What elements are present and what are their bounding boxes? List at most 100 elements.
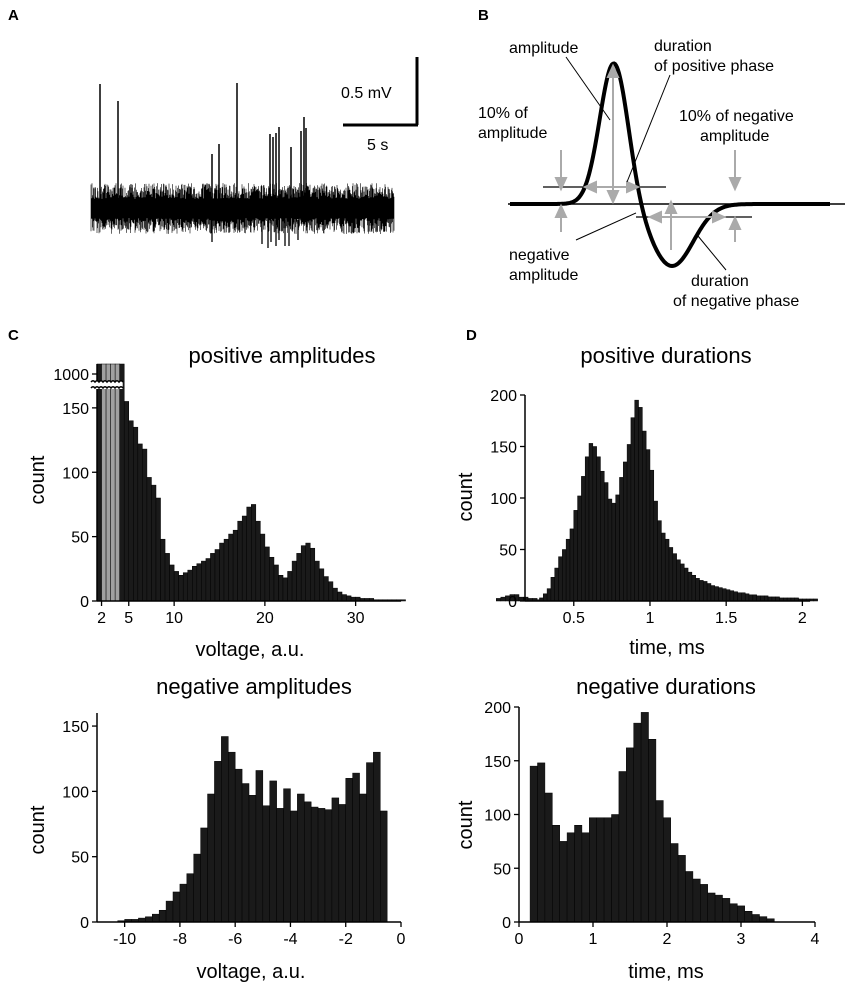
- histogram-bar: [338, 804, 346, 923]
- histogram-bar: [655, 800, 664, 923]
- histogram-bar: [607, 498, 613, 602]
- histogram-bar: [552, 825, 560, 923]
- x-axis-label: voltage, a.u.: [196, 639, 305, 661]
- histogram-bar: [725, 589, 731, 602]
- scale-label-mv: 0.5 mV: [341, 85, 392, 102]
- panel-letter-a: A: [8, 7, 19, 24]
- y-tick-label: 200: [490, 388, 517, 405]
- label-duration-positive-1: duration: [654, 38, 712, 55]
- histogram-bar: [657, 520, 662, 602]
- histogram-bar: [142, 448, 148, 602]
- histogram-bar: [562, 549, 567, 602]
- histogram-bar: [664, 538, 670, 602]
- y-tick-label: 0: [80, 594, 89, 611]
- x-tick-label: -4: [283, 931, 297, 948]
- histogram-bar: [201, 560, 207, 602]
- histogram-bar: [581, 476, 586, 602]
- histogram-bar: [172, 891, 181, 923]
- chart-positive-durations: positive durations time, ms count 0.5 1 1.…: [455, 343, 818, 659]
- histogram-bar: [178, 575, 184, 602]
- histogram-bar: [205, 558, 211, 602]
- histogram-bar: [577, 495, 582, 602]
- histogram-bar: [718, 587, 723, 602]
- histogram-bar: [809, 598, 815, 602]
- histogram-bar: [182, 572, 189, 602]
- label-ten-amp-1: 10% of: [478, 105, 528, 122]
- histogram-bar: [196, 563, 202, 602]
- histogram-bar: [269, 556, 275, 602]
- histogram-bar: [729, 903, 738, 923]
- panel-letter-d: D: [466, 327, 477, 344]
- histogram-bar: [672, 553, 677, 602]
- histogram-bar: [228, 533, 234, 602]
- raw-trace: [90, 83, 395, 248]
- histogram-bar: [186, 873, 194, 923]
- histogram-bar: [331, 797, 340, 923]
- x-tick-label: -2: [339, 931, 353, 948]
- histogram-bar: [291, 560, 297, 602]
- histogram-bar: [251, 504, 257, 602]
- histogram-bar: [619, 477, 624, 602]
- histogram-bar: [323, 576, 329, 602]
- histogram-bar: [670, 843, 679, 923]
- histogram-bar: [317, 808, 326, 923]
- histogram-bar: [287, 571, 293, 602]
- histogram-bar: [173, 571, 179, 602]
- histogram-bar: [707, 892, 716, 923]
- histogram-bar: [640, 712, 649, 923]
- waveform-diagram: amplitude duration of positive phase 10%…: [478, 38, 845, 310]
- histogram-bar: [337, 591, 343, 602]
- histogram-bar: [319, 568, 325, 602]
- noise-band: [90, 183, 395, 234]
- histogram-bar: [722, 898, 731, 923]
- x-tick-label: 5: [124, 610, 133, 627]
- histogram-bar: [760, 595, 765, 602]
- x-tick-label: 2: [663, 931, 672, 948]
- histogram-bar: [752, 594, 757, 602]
- histogram-bar: [737, 592, 742, 602]
- histogram-bar: [626, 444, 632, 602]
- histogram-bar: [630, 417, 635, 602]
- histogram-bar: [695, 578, 700, 602]
- histogram-bar: [722, 588, 727, 602]
- histogram-bar: [648, 739, 657, 923]
- histogram-bar: [207, 793, 215, 923]
- axis-break-gap: [90, 381, 123, 389]
- x-tick-label: -10: [113, 931, 136, 948]
- histogram-bar: [733, 591, 738, 602]
- histogram-bar: [569, 528, 575, 602]
- histogram-bar: [128, 420, 134, 602]
- histogram-bar: [165, 900, 174, 923]
- y-tick-label: 100: [62, 784, 89, 801]
- histogram-bar: [611, 502, 616, 602]
- y-tick-label: 0: [508, 594, 517, 611]
- histogram-bar: [310, 806, 319, 923]
- x-tick-label: 1: [589, 931, 598, 948]
- histogram-bar: [192, 565, 198, 602]
- histogram-bar: [352, 772, 360, 923]
- x-axis-label: time, ms: [628, 961, 704, 982]
- histogram-bar: [638, 407, 643, 602]
- histogram-bar: [278, 575, 284, 602]
- histogram-bar: [110, 363, 116, 602]
- x-tick-label: 20: [256, 610, 274, 627]
- histogram-bar: [546, 588, 552, 602]
- x-tick-label: -8: [173, 931, 187, 948]
- x-tick-label: 2: [798, 610, 807, 627]
- histogram-bar: [214, 549, 220, 602]
- histogram-bar: [543, 593, 548, 602]
- histogram-bar: [573, 510, 578, 602]
- spike-waveform: [510, 61, 830, 269]
- histogram-bar: [158, 909, 167, 923]
- x-tick-label: 0.5: [563, 610, 585, 627]
- y-axis-label: count: [455, 800, 477, 849]
- histogram-bar: [615, 494, 620, 602]
- histogram-bar: [684, 567, 689, 602]
- histogram-bar: [260, 533, 266, 602]
- histogram-bar: [623, 461, 628, 602]
- histogram-bar: [741, 592, 746, 602]
- histogram-bar: [373, 751, 381, 923]
- x-tick-label: 3: [737, 931, 746, 948]
- chart-negative-durations: negative durations time, ms count 0 1 2 3 40…: [455, 674, 820, 982]
- histogram-bar: [642, 430, 647, 602]
